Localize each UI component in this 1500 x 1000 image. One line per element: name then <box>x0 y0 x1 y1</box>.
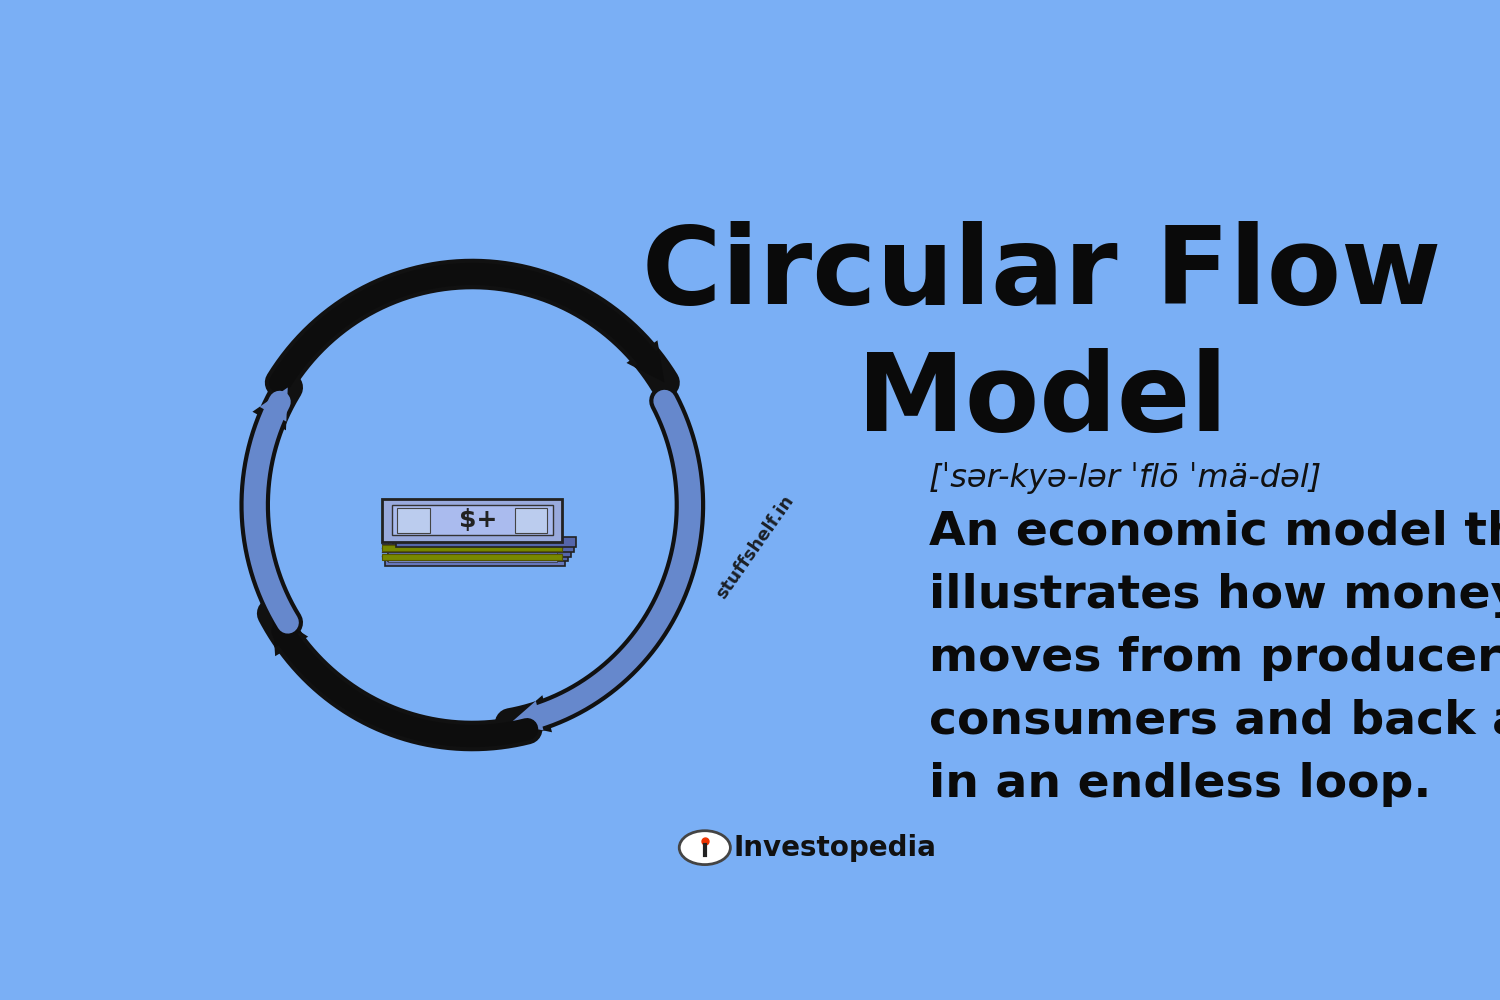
Bar <box>388 554 556 558</box>
Bar <box>382 545 562 551</box>
Bar <box>388 550 556 554</box>
FancyBboxPatch shape <box>398 508 430 533</box>
Bar <box>388 558 556 562</box>
Text: An economic model that: An economic model that <box>928 509 1500 554</box>
Text: $+: $+ <box>459 508 498 532</box>
Bar <box>382 554 562 560</box>
Text: Circular Flow: Circular Flow <box>642 221 1442 327</box>
FancyBboxPatch shape <box>393 542 573 552</box>
Text: [ˈsər-kyə-lər ˈflō ˈmä-dəl]: [ˈsər-kyə-lər ˈflō ˈmä-dəl] <box>928 462 1322 494</box>
Text: in an endless loop.: in an endless loop. <box>928 762 1431 807</box>
Text: consumers and back again: consumers and back again <box>928 699 1500 744</box>
Circle shape <box>680 831 730 865</box>
Bar <box>388 542 556 546</box>
FancyBboxPatch shape <box>396 537 576 547</box>
Text: moves from producers to: moves from producers to <box>928 636 1500 681</box>
FancyBboxPatch shape <box>390 547 572 557</box>
Text: stuffshelf.in: stuffshelf.in <box>712 492 797 603</box>
FancyBboxPatch shape <box>514 508 548 533</box>
FancyBboxPatch shape <box>386 556 566 566</box>
Text: Investopedia: Investopedia <box>734 834 936 862</box>
Text: illustrates how money: illustrates how money <box>928 573 1500 618</box>
FancyBboxPatch shape <box>388 551 568 561</box>
Bar <box>388 546 556 550</box>
FancyBboxPatch shape <box>382 499 562 542</box>
Text: Model: Model <box>856 348 1227 454</box>
FancyBboxPatch shape <box>392 505 554 535</box>
